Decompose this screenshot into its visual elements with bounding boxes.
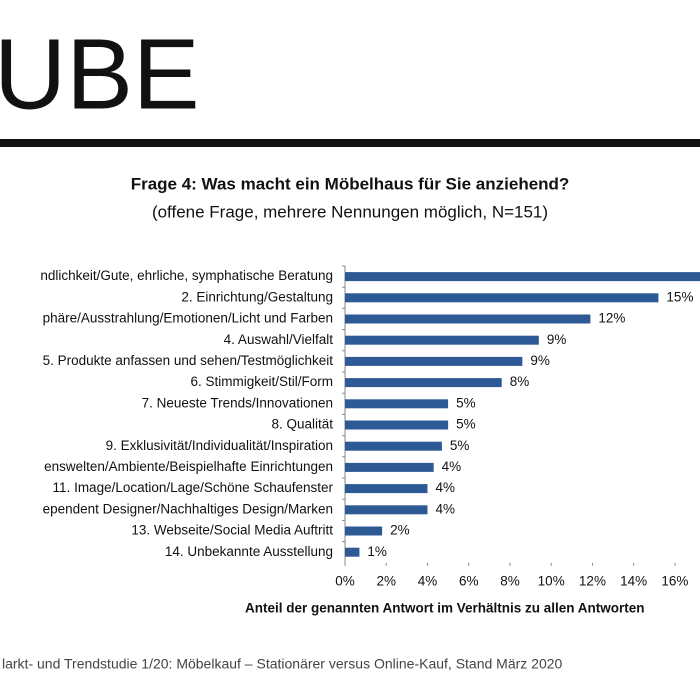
value-label: 5% — [456, 395, 476, 410]
value-label: 4% — [435, 501, 455, 516]
bar — [345, 420, 449, 430]
y-tick-label: phäre/Ausstrahlung/Emotionen/Licht und F… — [43, 311, 333, 326]
bar — [345, 356, 523, 366]
x-tick-label: 10% — [538, 573, 565, 588]
bar — [345, 441, 442, 451]
y-tick-label: ndlichkeit/Gute, ehrliche, symphatische … — [40, 268, 333, 283]
bar — [345, 484, 428, 494]
chart-title: Frage 4: Was macht ein Möbelhaus für Sie… — [131, 174, 570, 193]
y-tick-label: 7. Neueste Trends/Innovationen — [142, 395, 333, 410]
x-tick-label: 0% — [335, 573, 355, 588]
bar — [345, 526, 383, 536]
value-label: 5% — [450, 438, 470, 453]
value-label: 12% — [598, 311, 625, 326]
y-tick-label: 14. Unbekannte Ausstellung — [165, 544, 333, 559]
value-label: 9% — [530, 353, 550, 368]
y-tick-label: 9. Exklusivität/Individualität/Inspirati… — [106, 438, 333, 453]
y-tick-label: 2. Einrichtung/Gestaltung — [181, 289, 333, 304]
x-tick-label: 16% — [661, 573, 688, 588]
value-label: 4% — [442, 459, 462, 474]
x-tick-label: 4% — [418, 573, 438, 588]
y-tick-label: enswelten/Ambiente/Beispielhafte Einrich… — [44, 459, 333, 474]
footer-text: larkt- und Trendstudie 1/20: Möbelkauf –… — [2, 656, 563, 672]
bar — [345, 293, 659, 303]
x-axis-label: Anteil der genannten Antwort im Verhältn… — [245, 601, 645, 616]
y-tick-label: 8. Qualität — [271, 417, 333, 432]
bar — [345, 399, 449, 409]
header-title: UBE — [0, 18, 200, 130]
bar — [345, 378, 502, 388]
bar — [345, 335, 539, 345]
bar — [345, 547, 360, 557]
y-tick-label: ependent Designer/Nachhaltiges Design/Ma… — [43, 501, 333, 516]
x-tick-label: 2% — [376, 573, 396, 588]
y-tick-label: 11. Image/Location/Lage/Schöne Schaufens… — [53, 480, 334, 495]
y-tick-label: 4. Auswahl/Vielfalt — [224, 332, 334, 347]
value-label: 1% — [367, 544, 387, 559]
y-tick-label: 5. Produkte anfassen und sehen/Testmögli… — [43, 353, 334, 368]
bar — [345, 505, 428, 515]
value-label: 15% — [666, 289, 693, 304]
x-tick-label: 6% — [459, 573, 479, 588]
x-tick-label: 14% — [620, 573, 647, 588]
value-label: 4% — [435, 480, 455, 495]
value-label: 9% — [547, 332, 567, 347]
y-tick-label: 6. Stimmigkeit/Stil/Form — [190, 374, 333, 389]
bar — [345, 272, 700, 282]
bar — [345, 462, 434, 472]
value-label: 8% — [510, 374, 530, 389]
y-tick-label: 13. Webseite/Social Media Auftritt — [131, 523, 333, 538]
x-tick-label: 8% — [500, 573, 520, 588]
x-tick-label: 12% — [579, 573, 606, 588]
header-rule — [0, 139, 700, 147]
bar — [345, 314, 591, 324]
value-label: 5% — [456, 417, 476, 432]
value-label: 2% — [390, 523, 410, 538]
chart-subtitle: (offene Frage, mehrere Nennungen möglich… — [152, 202, 548, 221]
